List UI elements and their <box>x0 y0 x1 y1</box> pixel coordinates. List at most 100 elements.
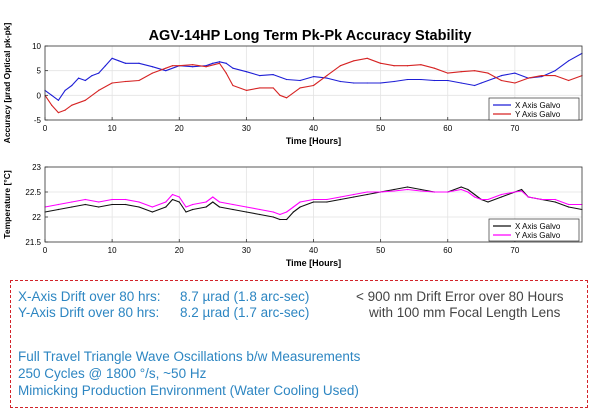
data-point <box>192 208 194 211</box>
data-point <box>420 190 422 192</box>
data-point <box>124 198 127 201</box>
x-tick-label: 70 <box>510 124 519 133</box>
data-point <box>245 89 247 91</box>
data-point <box>393 65 395 67</box>
data-point <box>567 203 570 206</box>
data-point <box>272 87 274 89</box>
data-point <box>171 193 174 196</box>
data-point <box>218 206 221 208</box>
data-point <box>567 206 570 208</box>
data-point <box>299 87 301 89</box>
data-point <box>151 206 153 208</box>
data-point <box>218 201 221 203</box>
x-tick-label: 30 <box>242 246 251 255</box>
data-point <box>232 84 234 87</box>
data-point <box>165 201 167 203</box>
data-point <box>138 206 140 208</box>
data-point <box>91 75 93 77</box>
y-axis-label: Accuracy [µrad Optical pk-pk] <box>2 23 12 144</box>
data-point <box>286 218 288 221</box>
data-point <box>98 206 100 208</box>
notes-box <box>10 280 588 408</box>
data-point <box>84 99 86 101</box>
data-point <box>460 186 462 188</box>
data-point <box>487 198 489 201</box>
y-axis-label: Temperature [°C] <box>2 170 12 239</box>
data-point <box>527 196 529 198</box>
data-point <box>104 65 107 67</box>
data-point <box>339 198 341 201</box>
data-point <box>447 191 449 193</box>
data-point <box>366 193 368 196</box>
data-point <box>98 89 100 91</box>
data-point <box>380 82 382 84</box>
data-point <box>480 198 482 201</box>
data-point <box>279 218 281 221</box>
data-point <box>500 79 503 82</box>
data-point <box>447 72 449 74</box>
data-point <box>292 206 294 208</box>
data-point <box>272 216 274 218</box>
data-point <box>151 66 153 68</box>
data-point <box>460 188 462 191</box>
data-point <box>286 78 288 81</box>
data-point <box>245 71 247 73</box>
x-tick-label: 50 <box>376 246 385 255</box>
data-point <box>279 213 281 216</box>
data-point <box>541 75 543 78</box>
data-point <box>51 94 53 96</box>
data-point <box>212 196 214 198</box>
y-tick-label: 22 <box>32 213 41 222</box>
data-point <box>171 65 174 67</box>
y-tick-label: 5 <box>37 67 42 76</box>
data-point <box>406 188 409 191</box>
test-line2: 250 Cycles @ 1800 °/s, ~50 Hz <box>18 366 207 381</box>
data-point <box>312 75 315 78</box>
data-point <box>474 70 476 72</box>
data-point <box>57 203 60 206</box>
legend-box <box>488 218 580 242</box>
data-point <box>420 188 422 191</box>
data-point <box>480 82 482 84</box>
data-point <box>232 67 234 69</box>
drift-error-line2: with 100 mm Focal Length Lens <box>369 305 561 320</box>
data-point <box>326 75 328 77</box>
data-point <box>205 201 207 203</box>
data-point <box>84 79 86 82</box>
x-tick-label: 20 <box>175 246 184 255</box>
data-point <box>57 99 60 101</box>
data-point <box>71 201 73 203</box>
x-tick-label: 0 <box>43 246 48 255</box>
x-tick-label: 10 <box>108 124 117 133</box>
data-point <box>138 79 140 82</box>
data-point <box>124 62 127 64</box>
data-point <box>520 190 523 192</box>
data-point <box>447 79 449 82</box>
data-point <box>380 191 382 193</box>
data-point <box>165 67 167 69</box>
x-drift-value: 8.7 µrad (1.8 arc-sec) <box>180 289 310 304</box>
data-point <box>299 201 301 203</box>
data-point <box>353 60 355 62</box>
data-point <box>299 79 301 82</box>
data-point <box>205 66 207 68</box>
data-point <box>460 82 462 84</box>
data-point <box>98 201 100 203</box>
data-point <box>259 75 261 77</box>
data-point <box>420 78 422 81</box>
y-drift-label: Y-Axis Drift over 80 hrs: <box>18 305 160 320</box>
data-point <box>232 203 234 206</box>
data-point <box>192 203 194 206</box>
y-drift-value: 8.2 µrad (1.7 arc-sec) <box>180 305 310 320</box>
test-line3: Mimicking Production Environment (Water … <box>18 383 359 398</box>
x-tick-label: 40 <box>309 124 318 133</box>
data-point <box>406 186 409 188</box>
data-point <box>57 112 60 114</box>
data-point <box>326 201 328 203</box>
figure-title: AGV-14HP Long Term Pk-Pk Accuracy Stabil… <box>149 28 472 44</box>
drift-error-line1: < 900 nm Drift Error over 80 Hours <box>356 289 564 304</box>
data-point <box>218 61 221 63</box>
x-tick-label: 50 <box>376 124 385 133</box>
legend-label: X Axis Galvo <box>515 101 561 110</box>
